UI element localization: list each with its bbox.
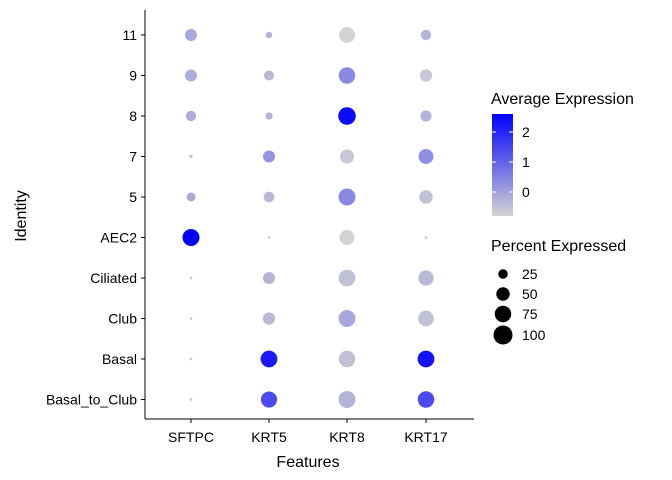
- y-tick-label: 8: [129, 108, 137, 124]
- dot: [417, 350, 435, 368]
- dot: [420, 110, 432, 122]
- plot-area: 11 9 8 7 5 AEC2 Ciliated Club Basal Basal_to_Club…: [46, 10, 474, 445]
- dot: [263, 191, 275, 203]
- color-legend-label: 2: [522, 124, 530, 140]
- x-tick-label: KRT8: [329, 429, 365, 445]
- y-axis-title: Identity: [13, 190, 30, 242]
- y-tick-label: 5: [129, 189, 137, 205]
- dot: [338, 107, 356, 125]
- color-legend-label: 0: [522, 184, 530, 200]
- dot: [424, 236, 428, 239]
- dot: [418, 149, 434, 164]
- dot: [338, 67, 356, 84]
- dot: [339, 27, 355, 43]
- dot: [262, 312, 276, 325]
- color-legend-label: 1: [522, 154, 530, 170]
- dot: [339, 230, 355, 245]
- dot: [189, 398, 193, 401]
- size-legend-title: Percent Expressed: [491, 238, 626, 255]
- size-legend-dot: [494, 305, 512, 323]
- x-tick-label: KRT5: [251, 429, 287, 445]
- color-legend-title: Average Expression: [491, 91, 634, 108]
- dot: [338, 188, 356, 206]
- dot: [338, 269, 356, 287]
- dot: [339, 149, 355, 164]
- size-legend-dot: [496, 287, 510, 301]
- size-legend-dot: [498, 269, 508, 279]
- dot: [263, 70, 275, 81]
- dot: [186, 192, 196, 202]
- dot: [182, 229, 200, 246]
- dot: [262, 150, 276, 163]
- size-legend-label: 50: [522, 286, 538, 302]
- size-legend: Percent Expressed 25 50 75 100: [491, 238, 626, 345]
- dot: [338, 391, 356, 408]
- dot: [189, 317, 193, 320]
- dot: [260, 350, 278, 368]
- dot: [338, 350, 356, 368]
- dot: [184, 69, 198, 82]
- y-tick-label: 7: [129, 149, 137, 165]
- color-legend: Average Expression 2 1 0: [491, 91, 634, 216]
- dot: [420, 29, 432, 41]
- dot: [184, 28, 198, 42]
- y-tick-label: Club: [108, 311, 137, 327]
- x-tick-label: SFTPC: [168, 429, 214, 445]
- size-legend-dot: [493, 325, 513, 345]
- size-legend-label: 75: [522, 306, 538, 322]
- dot: [189, 154, 193, 159]
- dot: [189, 276, 193, 280]
- dot: [265, 31, 273, 39]
- y-tick-label: 11: [122, 27, 137, 43]
- size-legend-label: 25: [522, 266, 538, 282]
- y-tick-label: AEC2: [100, 230, 137, 246]
- dot: [260, 391, 278, 408]
- x-axis-title: Features: [276, 454, 339, 471]
- dot: [417, 391, 435, 408]
- y-tick-label: Basal: [102, 351, 137, 367]
- y-tick-label: Ciliated: [90, 270, 137, 286]
- dot: [418, 270, 434, 286]
- dot: [262, 271, 276, 285]
- dot: [189, 357, 193, 361]
- dot: [185, 110, 197, 122]
- dot: [265, 112, 273, 120]
- dot: [338, 310, 356, 327]
- color-legend-bar: [492, 114, 513, 216]
- dot: [419, 69, 433, 82]
- x-tick-label: KRT17: [404, 429, 448, 445]
- dot: [419, 190, 433, 204]
- size-legend-label: 100: [522, 327, 546, 343]
- y-tick-label: 9: [129, 68, 137, 84]
- dot: [267, 236, 271, 239]
- dot: [418, 310, 434, 327]
- y-tick-label: Basal_to_Club: [46, 392, 137, 408]
